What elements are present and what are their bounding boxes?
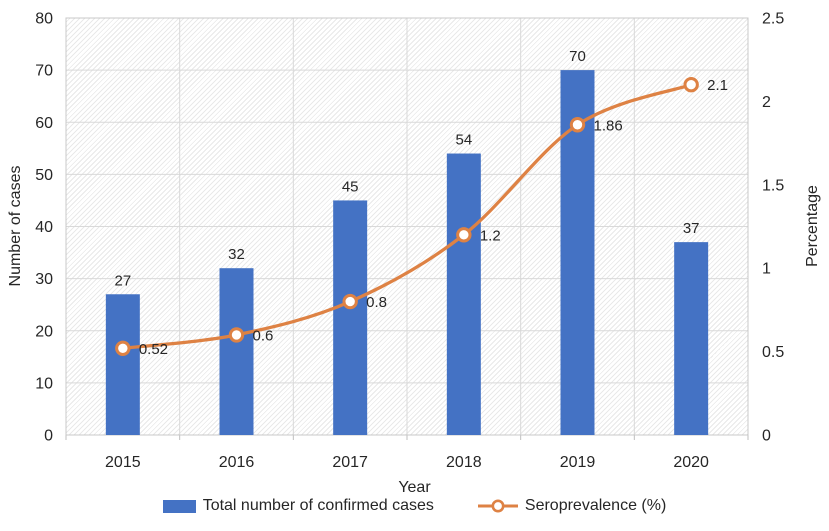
right-axis-tick-label: 0.5 [762, 344, 784, 361]
right-axis-tick-label: 0 [762, 428, 771, 445]
line-marker-2020 [683, 77, 699, 93]
legend-line-swatch [477, 499, 518, 513]
line-value-label-2018: 1.2 [480, 227, 501, 244]
x-axis-tick-label-2018: 2018 [446, 454, 482, 471]
legend-item-seroprevalence: Seroprevalence (%) [477, 497, 667, 515]
left-axis-tick-label: 50 [35, 167, 53, 184]
legend-label-confirmed-cases: Total number of confirmed cases [202, 497, 434, 514]
line-value-label-2016: 0.6 [253, 327, 274, 344]
bar-2017 [333, 200, 368, 435]
left-axis-tick-label: 0 [44, 428, 53, 445]
x-axis-tick-label-2019: 2019 [560, 454, 596, 471]
line-marker-2016 [228, 327, 245, 343]
legend-label-seroprevalence: Seroprevalence (%) [524, 497, 667, 514]
bar-value-label-2017: 45 [342, 178, 359, 195]
line-marker-2017 [342, 293, 358, 310]
x-axis-tick-label-2015: 2015 [105, 454, 141, 471]
bar-2018 [446, 153, 481, 435]
bar-2016 [219, 268, 254, 435]
x-axis-title: Year [398, 479, 431, 496]
right-axis-tick-label: 1 [762, 261, 771, 278]
x-axis-tick-label-2017: 2017 [332, 454, 368, 471]
bar-value-label-2018: 54 [455, 132, 472, 149]
line-marker-2015 [115, 340, 131, 356]
left-axis-tick-label: 10 [35, 375, 53, 392]
right-axis-tick-label: 2.5 [762, 11, 784, 28]
left-axis-tick-label: 20 [35, 323, 53, 340]
left-axis-tick-label: 70 [35, 63, 53, 80]
legend-bar-swatch [162, 499, 196, 513]
line-value-label-2019: 1.86 [594, 117, 623, 134]
right-axis-title: Percentage [804, 185, 821, 267]
left-axis-tick-label: 60 [35, 115, 53, 132]
line-marker-2018 [456, 227, 472, 243]
bar-value-label-2020: 37 [683, 220, 700, 237]
left-axis-tick-label: 40 [35, 219, 53, 236]
right-axis-tick-label: 2 [762, 94, 771, 111]
line-value-label-2020: 2.1 [707, 77, 728, 94]
left-axis-title: Number of cases [7, 165, 24, 287]
left-axis-tick-label: 80 [35, 11, 53, 28]
legend: Total number of confirmed cases Seroprev… [0, 497, 829, 515]
plot-border [65, 17, 749, 436]
line-value-label-2017: 0.8 [366, 294, 387, 311]
right-axis-tick-label: 1.5 [762, 177, 784, 194]
x-axis-tick-label-2016: 2016 [219, 454, 255, 471]
line-marker-2019 [569, 117, 586, 133]
bar-value-label-2016: 32 [228, 246, 245, 263]
left-axis-tick-label: 30 [35, 271, 53, 288]
legend-item-confirmed-cases: Total number of confirmed cases [162, 497, 434, 515]
bar-value-label-2015: 27 [114, 272, 131, 289]
line-value-label-2015: 0.52 [139, 341, 168, 358]
bar-2020 [674, 242, 709, 435]
x-axis-tick-label-2020: 2020 [673, 454, 709, 471]
bar-2015 [105, 294, 140, 435]
bar-value-label-2019: 70 [569, 48, 586, 65]
